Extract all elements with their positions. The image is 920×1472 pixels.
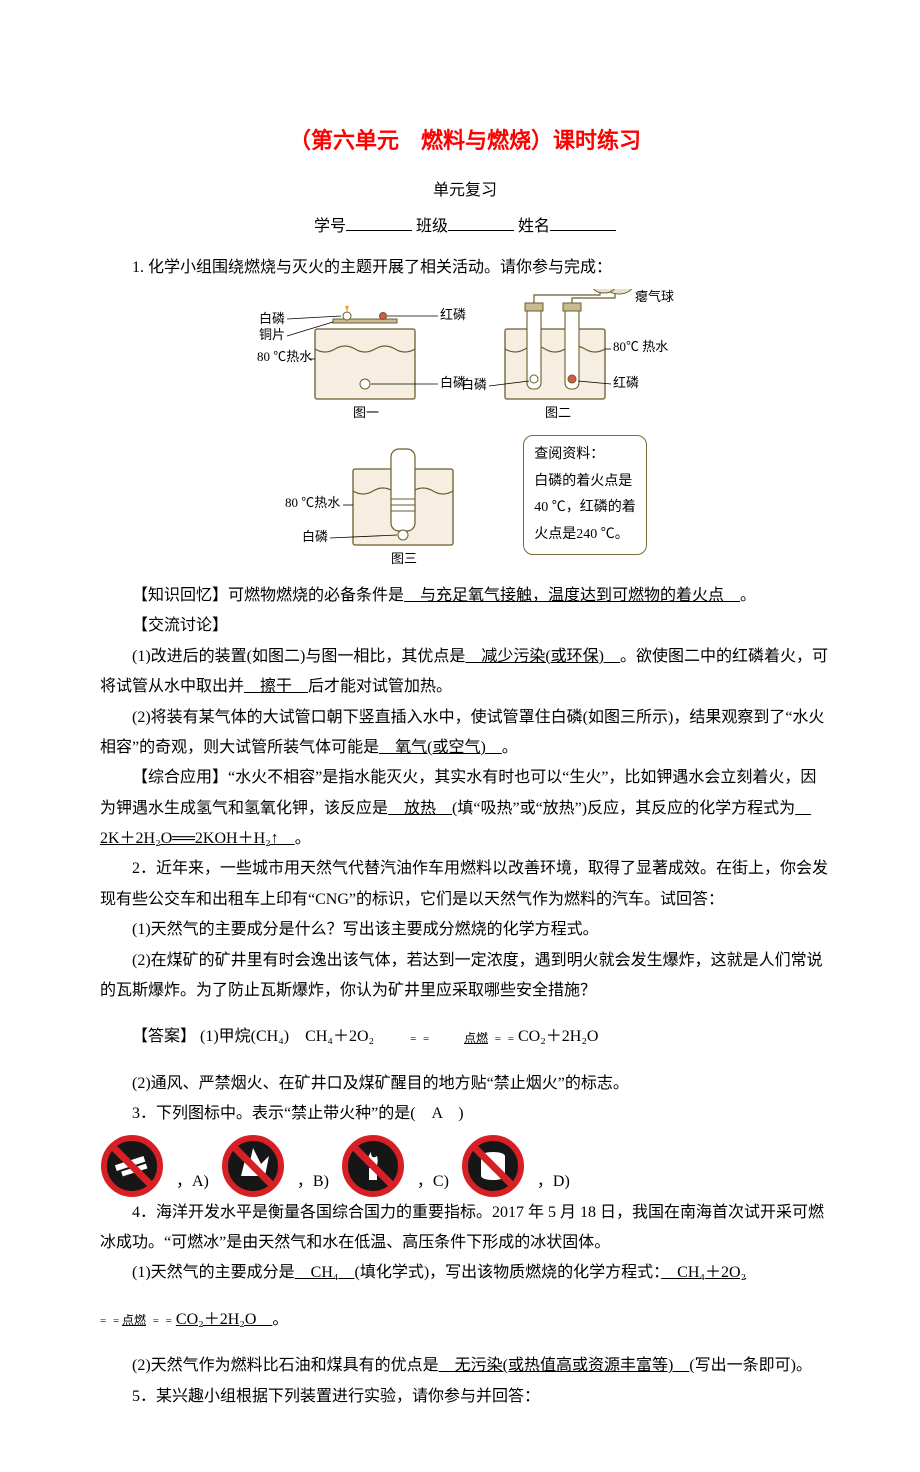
d2b: 。 xyxy=(502,739,518,756)
svg-text:白磷: 白磷 xyxy=(302,529,328,544)
q4-p1b: (填化学式)，写出该物质燃烧的化学方程式： xyxy=(354,1264,661,1281)
d1c: 后才能对试管加热。 xyxy=(308,678,452,695)
q5-stem: 5．某兴趣小组根据下列装置进行实验，请你参与并回答： xyxy=(100,1382,830,1412)
q4-p1-cont: = = 点燃 = = CO₂＋2H₂O 。 xyxy=(100,1305,830,1335)
sign-a-icon xyxy=(100,1134,164,1198)
q4-stem: 4．海洋开发水平是衡量各国综合国力的重要指标。2017 年 5 月 18 日，我… xyxy=(100,1198,830,1259)
infobox-l4: 火点是240 ℃。 xyxy=(534,522,636,549)
discuss-tag: 【交流讨论】 xyxy=(132,617,228,634)
q4-eq-r: CO₂＋2H₂O xyxy=(176,1311,273,1328)
q3-options: ，A) ，B) ，C) ，D) xyxy=(100,1134,830,1198)
q4-p2a: (2)天然气作为燃料比石油和煤具有的优点是 xyxy=(132,1357,439,1374)
student-id-line: 学号 班级 姓名 xyxy=(100,212,830,242)
reference-box: 查阅资料： 白磷的着火点是 40 ℃，红磷的着 火点是240 ℃。 xyxy=(523,435,647,555)
opt-b xyxy=(221,1134,285,1198)
label-id: 学号 xyxy=(314,218,346,235)
svg-text:红磷: 红磷 xyxy=(613,375,639,390)
opt-c xyxy=(341,1134,405,1198)
q1-discuss-tag: 【交流讨论】 xyxy=(100,611,830,641)
svg-text:图三: 图三 xyxy=(391,551,417,566)
q2-answer2: (2)通风、严禁烟火、在矿井口及煤矿醒目的地方贴“禁止烟火”的标志。 xyxy=(100,1069,830,1099)
svg-text:瘪气球: 瘪气球 xyxy=(635,289,674,304)
blank-class[interactable] xyxy=(448,214,514,231)
page-subtitle: 单元复习 xyxy=(100,176,830,206)
opt-a xyxy=(100,1134,164,1198)
ans1a: (1)甲烷(CH₄) CH₄＋2O₂ xyxy=(200,1028,374,1045)
opt-d-label: ，D) xyxy=(537,1167,570,1197)
q3-stem: 3．下列图标中。表示“禁止带火种”的是( A ) xyxy=(100,1099,830,1129)
q2-answer1: 【答案】 (1)甲烷(CH₄) CH₄＋2O₂ = = 点燃 = = CO₂＋2… xyxy=(100,1022,830,1052)
d1a: (1)改进后的装置(如图二)与图一相比，其优点是 xyxy=(132,648,465,665)
figure-row-2: 80 ℃热水 白磷 图三 查阅资料： 白磷的着火点是 40 ℃，红磷的着 火点是… xyxy=(100,435,830,575)
label-class: 班级 xyxy=(416,218,448,235)
q1-apply: 【综合应用】“水火不相容”是指水能灭火，其实水有时也可以“生火”，比如钾遇水会立… xyxy=(100,763,830,854)
ans1b: CO₂＋2H₂O xyxy=(518,1028,599,1045)
d1-ans2: 擦干 xyxy=(244,678,308,695)
eq-arrow: = = 点燃 = = xyxy=(378,1030,514,1046)
sign-b-icon xyxy=(221,1134,285,1198)
label-name: 姓名 xyxy=(518,218,550,235)
diagram-fig1-fig2: 白磷 铜片 红磷 80 ℃热水 白磷 图一 xyxy=(255,289,675,429)
svg-text:图一: 图一 xyxy=(353,405,379,420)
q1-recall: 【知识回忆】可燃物燃烧的必备条件是 与充足氧气接触，温度达到可燃物的着火点 。 xyxy=(100,581,830,611)
q1-stem: 1. 化学小组围绕燃烧与灭火的主题开展了相关活动。请你参与完成： xyxy=(100,253,830,283)
d1-ans1: 减少污染(或环保) xyxy=(465,648,620,665)
svg-text:白磷: 白磷 xyxy=(259,311,285,326)
svg-text:铜片: 铜片 xyxy=(259,327,285,342)
q4-p2b: (写出一条即可)。 xyxy=(689,1357,812,1374)
recall-text-b: 。 xyxy=(740,587,756,604)
q4-p1a: (1)天然气的主要成分是 xyxy=(132,1264,295,1281)
recall-text-a: 可燃物燃烧的必备条件是 xyxy=(228,587,404,604)
opt-a-label: ，A) xyxy=(176,1167,209,1197)
q1-d2: (2)将装有某气体的大试管口朝下竖直插入水中，使试管罩住白磷(如图三所示)，结果… xyxy=(100,703,830,764)
sign-d-icon xyxy=(461,1134,525,1198)
opt-c-label: ，C) xyxy=(417,1167,449,1197)
q4-p1c: 。 xyxy=(272,1311,288,1328)
infobox-l1: 查阅资料： xyxy=(534,442,636,469)
recall-answer: 与充足氧气接触，温度达到可燃物的着火点 xyxy=(404,587,740,604)
q2-stem: 2．近年来，一些城市用天然气代替汽油作车用燃料以改善环境，取得了显著成效。在街上… xyxy=(100,854,830,915)
blank-id[interactable] xyxy=(346,214,412,231)
infobox-l3: 40 ℃，红磷的着 xyxy=(534,495,636,522)
q4-eq-l: CH₄＋2O₂ xyxy=(661,1264,746,1281)
infobox-l2: 白磷的着火点是 xyxy=(534,469,636,496)
eq-top: 点燃 xyxy=(432,1032,488,1044)
svg-text:红磷: 红磷 xyxy=(440,307,466,322)
svg-text:图二: 图二 xyxy=(545,405,571,420)
ans-tag: 【答案】 xyxy=(132,1028,196,1045)
q2-p2: (2)在煤矿的矿井里有时会逸出该气体，若达到一定浓度，遇到明火就会发生爆炸，这就… xyxy=(100,946,830,1007)
q4-p1: (1)天然气的主要成分是 CH₄ (填化学式)，写出该物质燃烧的化学方程式： C… xyxy=(100,1258,830,1288)
q1-d1: (1)改进后的装置(如图二)与图一相比，其优点是 减少污染(或环保) 。欲使图二… xyxy=(100,642,830,703)
q2-p1: (1)天然气的主要成分是什么？写出该主要成分燃烧的化学方程式。 xyxy=(100,915,830,945)
q4-p1-ans1: CH₄ xyxy=(295,1264,355,1281)
ap-ans1: 放热 xyxy=(388,800,452,817)
d2-ans: 氧气(或空气) xyxy=(379,739,502,756)
svg-text:80 ℃热水: 80 ℃热水 xyxy=(257,349,312,364)
q4-p2-ans: 无污染(或热值高或资源丰富等) xyxy=(439,1357,690,1374)
q4-eq-top: 点燃 xyxy=(122,1314,146,1326)
svg-text:80℃ 热水: 80℃ 热水 xyxy=(613,339,668,354)
blank-name[interactable] xyxy=(550,214,616,231)
opt-b-label: ，B) xyxy=(297,1167,329,1197)
sign-c-icon xyxy=(341,1134,405,1198)
diagram-fig3: 80 ℃热水 白磷 图三 xyxy=(283,435,503,575)
ap-c: 。 xyxy=(295,830,311,847)
opt-d xyxy=(461,1134,525,1198)
page-title: （第六单元 燃料与燃烧）课时练习 xyxy=(100,120,830,162)
apply-tag: 【综合应用】 xyxy=(132,769,228,786)
ap-b: (填“吸热”或“放热”)反应，其反应的化学方程式为 xyxy=(452,800,795,817)
q4-p2: (2)天然气作为燃料比石油和煤具有的优点是 无污染(或热值高或资源丰富等) (写… xyxy=(100,1351,830,1381)
svg-text:80 ℃热水: 80 ℃热水 xyxy=(285,495,340,510)
recall-tag: 【知识回忆】 xyxy=(132,587,228,604)
q4-eq-arrow: = = 点燃 = = xyxy=(100,1312,172,1328)
figure-row-1: 白磷 铜片 红磷 80 ℃热水 白磷 图一 xyxy=(100,289,830,429)
svg-text:白磷: 白磷 xyxy=(461,377,487,392)
